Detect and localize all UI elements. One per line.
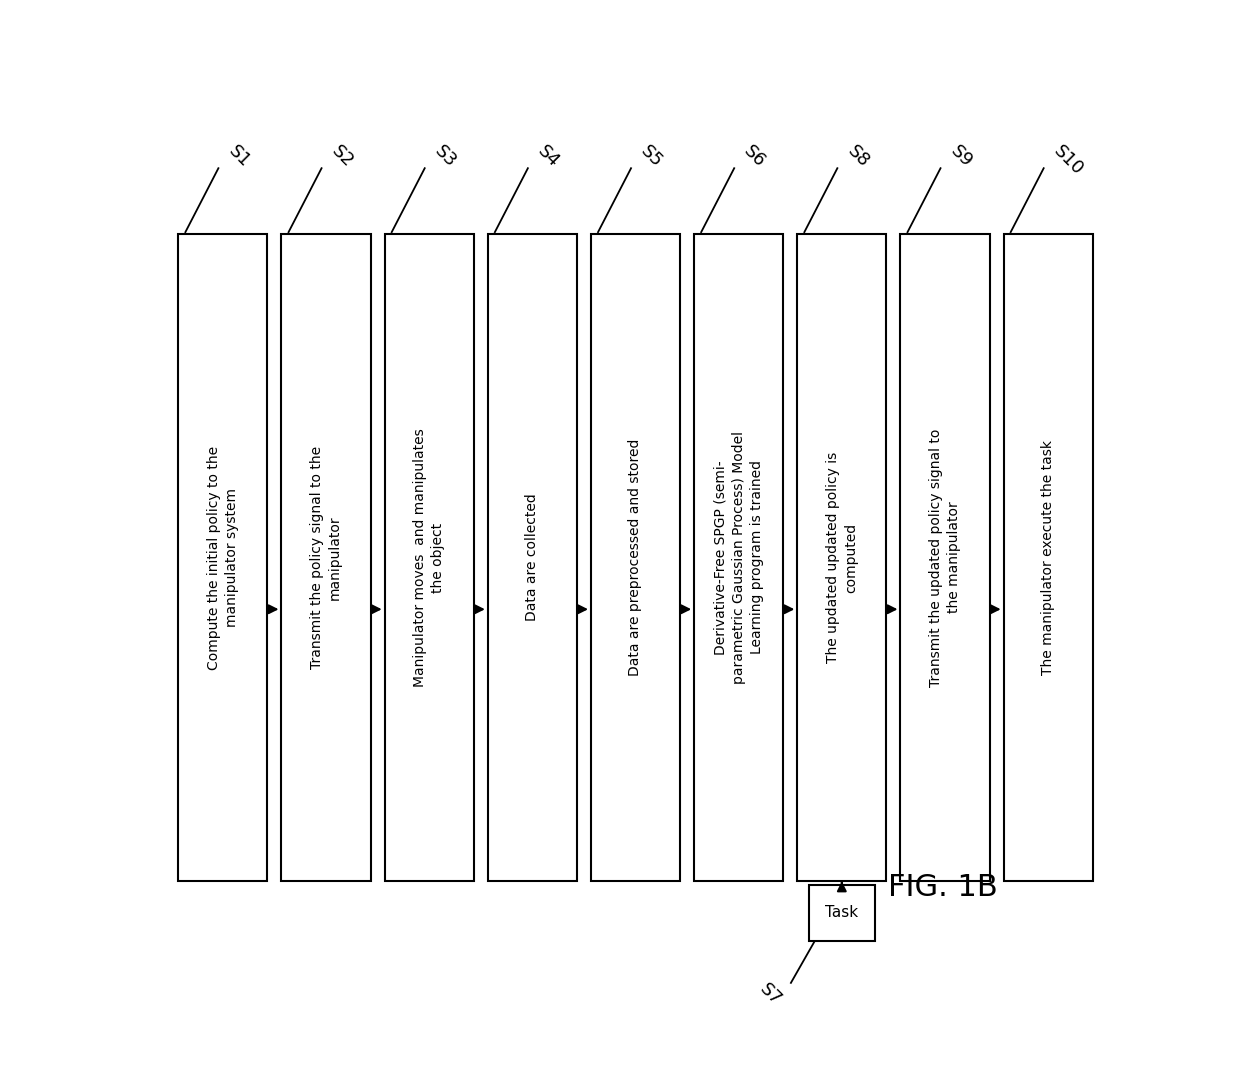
Text: The updated updated policy is
computed: The updated updated policy is computed bbox=[826, 452, 858, 663]
Text: S3: S3 bbox=[432, 142, 460, 171]
Bar bbox=[179, 233, 268, 881]
Bar bbox=[487, 233, 577, 881]
Text: Compute the initial policy to the
manipulator system: Compute the initial policy to the manipu… bbox=[207, 445, 239, 669]
Text: S2: S2 bbox=[327, 142, 357, 171]
Text: S9: S9 bbox=[946, 142, 976, 171]
Bar bbox=[591, 233, 680, 881]
Text: Transmit the policy signal to the
manipulator: Transmit the policy signal to the manipu… bbox=[310, 445, 342, 669]
Text: S5: S5 bbox=[637, 142, 666, 171]
Bar bbox=[900, 233, 990, 881]
Text: The manipulator execute the task: The manipulator execute the task bbox=[1042, 440, 1055, 675]
Bar bbox=[797, 233, 887, 881]
Text: Transmit the updated policy signal to
the manipulator: Transmit the updated policy signal to th… bbox=[929, 428, 961, 686]
Bar bbox=[808, 885, 874, 940]
Text: S6: S6 bbox=[740, 142, 769, 171]
Bar bbox=[384, 233, 474, 881]
Text: Data are preprocessed and stored: Data are preprocessed and stored bbox=[629, 439, 642, 676]
Text: S1: S1 bbox=[224, 142, 253, 171]
Text: Data are collected: Data are collected bbox=[526, 494, 539, 622]
Bar bbox=[281, 233, 371, 881]
Text: S8: S8 bbox=[843, 142, 873, 171]
Text: FIG. 1B: FIG. 1B bbox=[888, 872, 998, 902]
Text: Task: Task bbox=[826, 905, 858, 920]
Bar bbox=[694, 233, 784, 881]
Text: S7: S7 bbox=[756, 980, 785, 1010]
Text: S4: S4 bbox=[534, 142, 563, 171]
Bar bbox=[1003, 233, 1092, 881]
Text: Derivative-Free SPGP (semi-
parametric Gaussian Process) Model
Learning program : Derivative-Free SPGP (semi- parametric G… bbox=[713, 431, 764, 684]
Text: S10: S10 bbox=[1050, 142, 1086, 178]
Text: Manipulator moves  and manipulates
the object: Manipulator moves and manipulates the ob… bbox=[413, 428, 445, 686]
